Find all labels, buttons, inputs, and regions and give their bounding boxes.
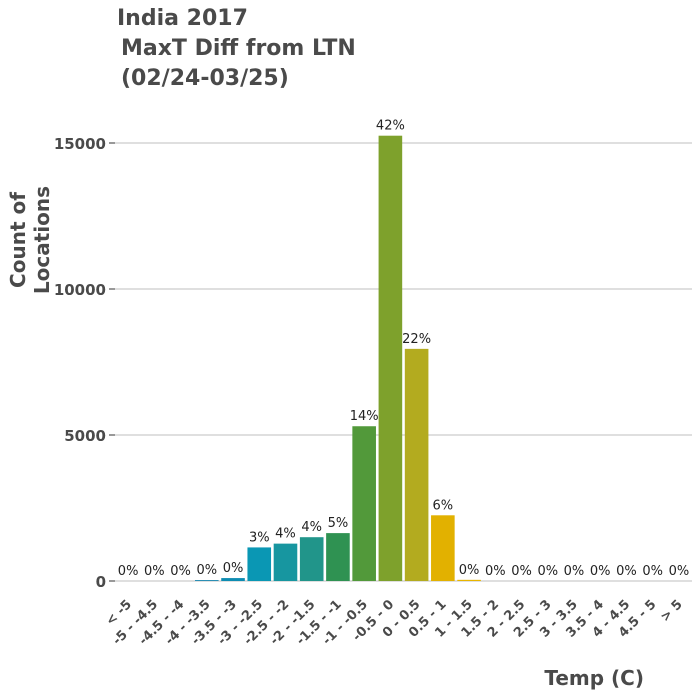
bar-data-label: 0% [511, 564, 532, 579]
y-tick-label: 15000 [54, 135, 106, 153]
bar-data-label: 0% [170, 564, 191, 579]
bar [378, 135, 403, 581]
x-axis-label: Temp (C) [544, 666, 644, 690]
y-tick-label: 10000 [54, 281, 106, 299]
bar-data-label: 4% [301, 520, 322, 535]
chart-title-line-3: (02/24-03/25) [121, 66, 289, 91]
bar-data-label: 22% [402, 332, 431, 347]
bar-data-label: 0% [616, 564, 637, 579]
bar [221, 578, 245, 581]
bar-data-label: 0% [196, 563, 217, 578]
bar-data-label: 4% [275, 527, 296, 542]
bar [299, 537, 324, 581]
bar-data-label: 6% [433, 498, 454, 513]
chart-title-line-1: India 2017 [117, 6, 248, 31]
x-tick-label: > 5 [658, 597, 686, 625]
bar-data-label: 3% [249, 530, 270, 545]
bar-data-label: 0% [564, 564, 585, 579]
bar-data-label: 0% [669, 564, 690, 579]
bar-data-label: 0% [118, 564, 139, 579]
bar [457, 579, 481, 581]
bar [247, 547, 272, 581]
bar-data-label: 0% [144, 564, 165, 579]
bar [352, 426, 376, 581]
y-tick-label: 0 [96, 573, 106, 591]
bar [431, 515, 455, 581]
bar-data-label: 0% [223, 561, 244, 576]
bar-data-label: 0% [642, 564, 663, 579]
bar-data-label: 14% [350, 409, 379, 424]
y-tick-label: 5000 [64, 427, 106, 445]
bar [404, 348, 429, 581]
bar-data-label: 0% [590, 564, 611, 579]
bar-data-label: 42% [376, 119, 405, 134]
bar [273, 543, 298, 581]
bar-data-label: 5% [328, 516, 349, 531]
bar [194, 580, 219, 581]
bar-data-label: 0% [459, 563, 480, 578]
bar [326, 533, 350, 581]
bar-data-label: 0% [485, 564, 506, 579]
chart-title-line-2: MaxT Diff from LTN [121, 36, 356, 61]
bar-data-label: 0% [537, 564, 558, 579]
